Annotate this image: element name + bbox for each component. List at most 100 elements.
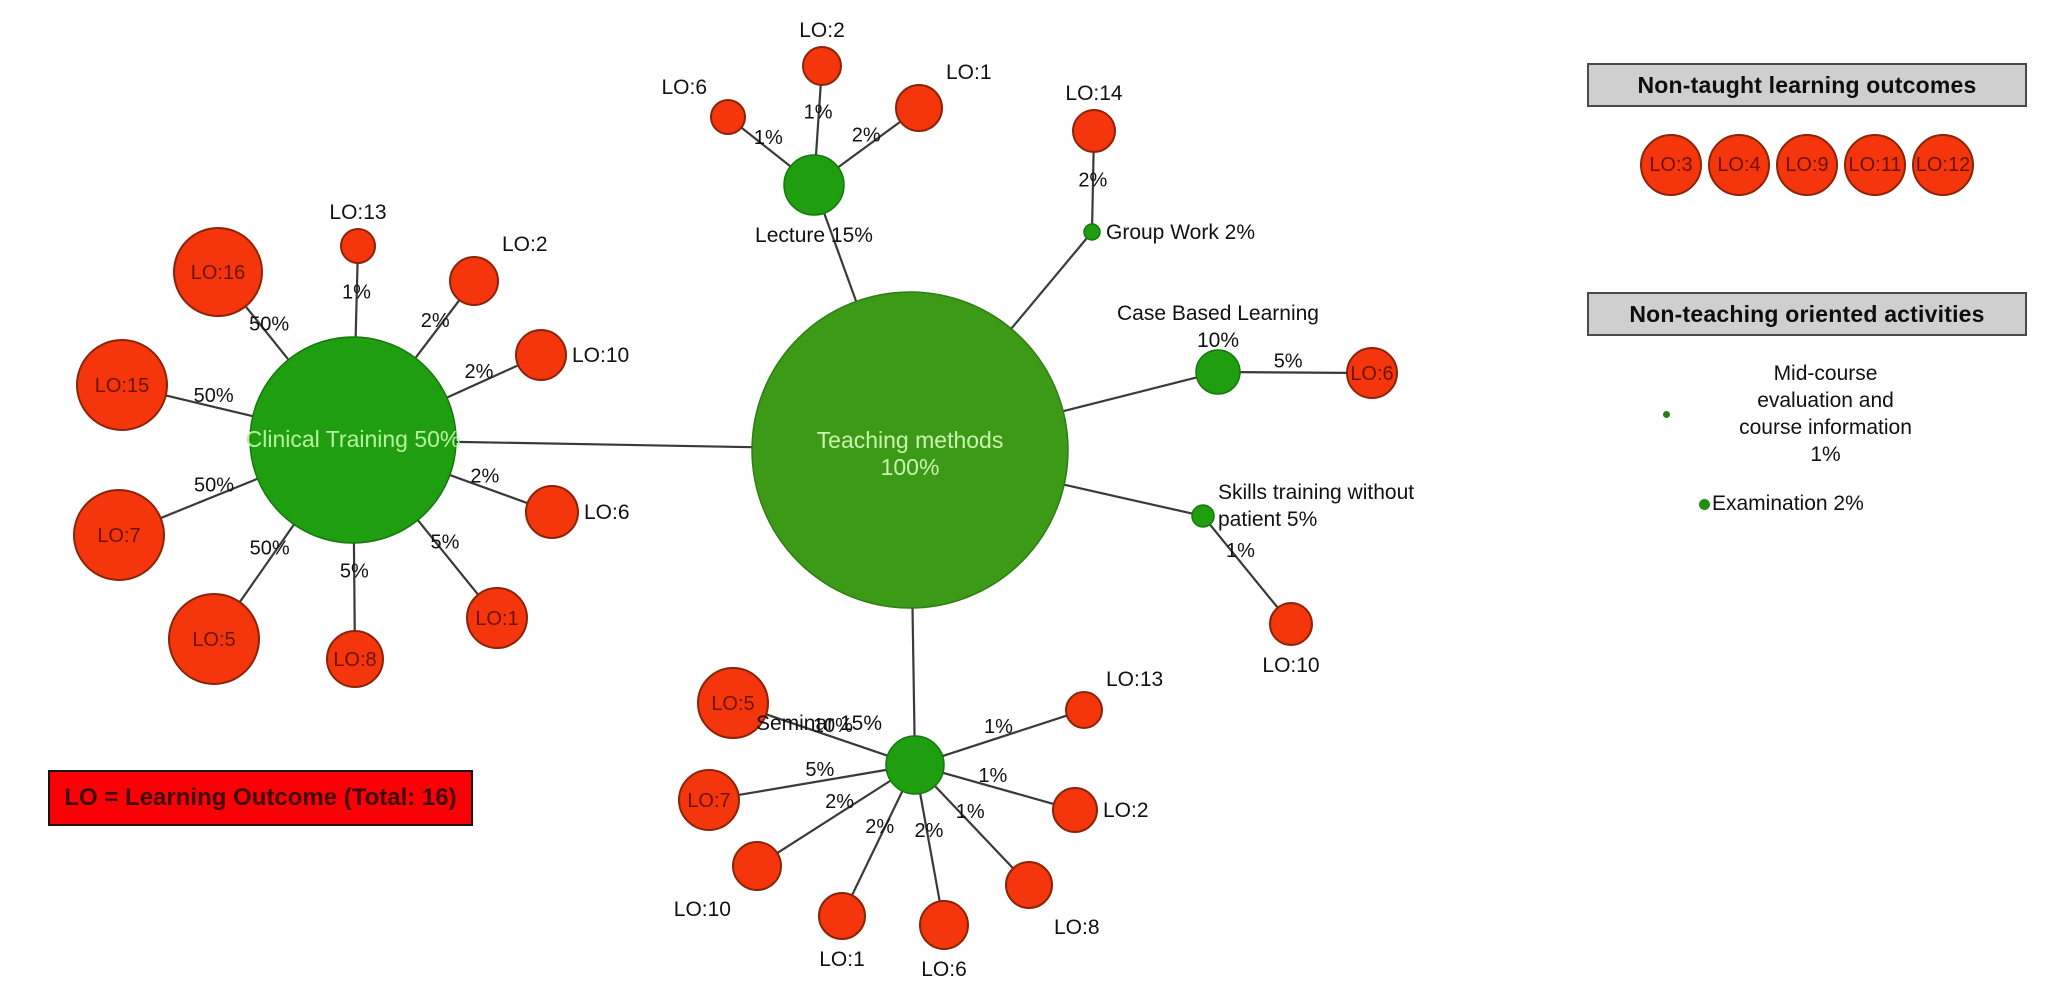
lo-node-lo-6[interactable] <box>525 485 579 539</box>
lo-node-label: LO:10 <box>674 898 731 921</box>
lo-node-label: LO:2 <box>1103 799 1149 822</box>
edge-line <box>165 394 254 418</box>
edge-percent-label: 5% <box>340 561 369 583</box>
edge-percent-label: 1% <box>342 282 371 304</box>
lo-node-label: LO:6 <box>584 501 630 524</box>
method-node-seminar[interactable] <box>885 735 945 795</box>
label-line: 100% <box>881 454 940 480</box>
edge-line <box>740 126 792 168</box>
edge-percent-label: 2% <box>852 125 881 147</box>
lo-node-lo-13[interactable] <box>340 228 376 264</box>
lo-node-lo-10[interactable] <box>515 329 567 381</box>
lo-node-lo-7[interactable] <box>73 489 165 581</box>
lo-definition-legend: LO = Learning Outcome (Total: 16) <box>48 770 473 826</box>
method-node-case_based[interactable] <box>1195 349 1241 395</box>
lo-node-lo-2[interactable] <box>1052 787 1098 833</box>
lo-node-lo-5[interactable] <box>168 593 260 685</box>
edge-percent-label: 50% <box>194 385 234 407</box>
nonteaching-midcourse-line: course information <box>1739 416 1912 439</box>
nontaught-lo-chip[interactable]: LO:4 <box>1708 134 1770 196</box>
label-line: LO:1 <box>819 948 865 971</box>
lo-node-label: LO:2 <box>799 19 845 42</box>
lo-node-lo-15[interactable] <box>76 339 168 431</box>
edge-percent-label: 2% <box>1078 170 1107 192</box>
lo-node-lo-1[interactable] <box>818 892 866 940</box>
method-node-label: Clinical Training 50% <box>246 426 461 452</box>
lo-node-lo-8[interactable] <box>1005 861 1053 909</box>
lo-node-label: LO:6 <box>1350 363 1393 385</box>
label-line: Skills training without <box>1218 481 1414 504</box>
label-line: 10% <box>1197 329 1239 352</box>
method-node-label: Case Based Learning 10% <box>1117 302 1319 352</box>
edge-percent-label: 50% <box>249 314 289 336</box>
lo-node-label: LO:5 <box>192 629 235 651</box>
edge-percent-label: 1% <box>1226 540 1255 562</box>
edges-layer <box>160 84 1348 902</box>
lo-node-lo-8[interactable] <box>326 630 384 688</box>
lo-node-label: LO:1 <box>819 948 865 971</box>
lo-node-lo-1[interactable] <box>895 84 943 132</box>
nontaught-lo-chip[interactable]: LO:12 <box>1912 134 1974 196</box>
label-line: LO:13 <box>1106 668 1163 691</box>
lo-node-lo-1[interactable] <box>466 587 528 649</box>
nontaught-lo-chip[interactable]: LO:11 <box>1844 134 1906 196</box>
lo-node-label: LO:2 <box>502 233 548 256</box>
label-line: LO:2 <box>1103 799 1149 822</box>
nonteaching-midcourse-line: 1% <box>1810 443 1841 466</box>
nontaught-lo-chip[interactable]: LO:3 <box>1640 134 1702 196</box>
edge-percent-label: 2% <box>421 310 450 332</box>
lo-node-label: LO:7 <box>687 790 730 812</box>
edge-percent-label: 50% <box>194 474 234 496</box>
label-line: LO:6 <box>921 958 967 981</box>
nodes-layer <box>73 46 1398 950</box>
method-node-group_work[interactable] <box>1083 223 1101 241</box>
lo-node-label: LO:10 <box>1262 654 1319 677</box>
edge-line <box>160 477 258 520</box>
edge-labels-layer: 50% 1% 2% 2% 50% 2% 50% 5% 50% 5% 1% 1% 2% 2% 5% 1% 10% 1… <box>194 102 1303 843</box>
lo-node-lo-6[interactable] <box>710 99 746 135</box>
edge-percent-label: 1% <box>984 716 1013 738</box>
lo-node-lo-10[interactable] <box>1269 602 1313 646</box>
nonteaching-item-examination: Examination 2% <box>1699 492 1864 516</box>
edge-percent-label: 2% <box>825 791 854 813</box>
label-line: Seminar 15% <box>756 712 882 735</box>
nonteaching-item-examination-label: Examination 2% <box>1712 492 1864 515</box>
lo-node-lo-2[interactable] <box>802 46 842 86</box>
method-node-lecture[interactable] <box>783 154 845 216</box>
edge-line <box>851 790 904 896</box>
label-line: Case Based Learning <box>1117 302 1319 325</box>
edge-line <box>446 364 519 399</box>
lo-node-lo-6[interactable] <box>919 900 969 950</box>
label-line: LO:10 <box>674 898 731 921</box>
lo-node-label: LO:15 <box>95 375 149 397</box>
edge-line <box>942 771 1055 806</box>
lo-node-lo-5[interactable] <box>697 667 769 739</box>
lo-node-label: LO:6 <box>921 958 967 981</box>
edge-line <box>776 779 892 855</box>
nontaught-lo-chip[interactable]: LO:9 <box>1776 134 1838 196</box>
lo-node-lo-14[interactable] <box>1072 109 1116 153</box>
edge-line <box>352 542 356 632</box>
green-dot-icon <box>1699 498 1710 510</box>
edge-percent-label: 1% <box>754 127 783 149</box>
edge-percent-label: 2% <box>470 466 499 488</box>
edge-line <box>919 793 941 902</box>
lo-node-lo-2[interactable] <box>449 256 499 306</box>
lo-node-lo-6[interactable] <box>1346 347 1398 399</box>
lo-node-lo-7[interactable] <box>678 769 740 831</box>
edge-line <box>942 714 1068 758</box>
edge-percent-label: 5% <box>1274 350 1303 372</box>
nontaught-learning-outcomes-list: LO:3 LO:4 LO:9 LO:11 LO:12 <box>1587 130 2027 200</box>
lo-node-label: LO:7 <box>97 525 140 547</box>
method-node-clinical_training[interactable] <box>249 336 457 544</box>
edge-percent-label: 10% <box>813 715 853 737</box>
method-node-skills_training[interactable] <box>1191 504 1215 528</box>
edge-percent-label: 1% <box>978 765 1007 787</box>
lo-node-lo-16[interactable] <box>173 227 263 317</box>
lo-node-lo-13[interactable] <box>1065 691 1103 729</box>
label-line: Clinical Training 50% <box>246 426 461 452</box>
lo-node-lo-10[interactable] <box>732 841 782 891</box>
method-node-teaching_methods[interactable] <box>751 291 1069 609</box>
edge-line <box>1209 523 1279 609</box>
